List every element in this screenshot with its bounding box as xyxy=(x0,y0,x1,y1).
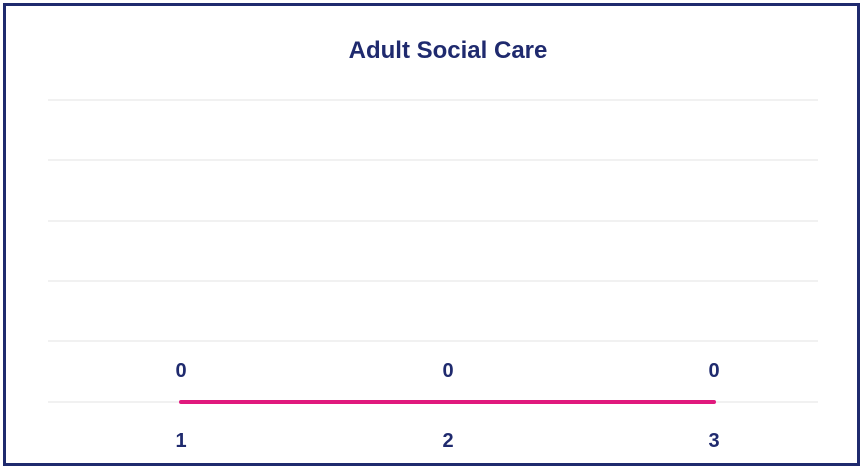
chart-title: Adult Social Care xyxy=(349,37,548,64)
x-tick-label: 3 xyxy=(708,430,719,452)
x-axis-ticks: 1 2 3 xyxy=(175,430,719,452)
data-label: 0 xyxy=(442,360,453,382)
gridlines xyxy=(48,99,818,403)
x-tick-label: 1 xyxy=(175,430,186,452)
data-label: 0 xyxy=(708,360,719,382)
data-label: 0 xyxy=(175,360,186,382)
chart-frame xyxy=(3,3,860,466)
x-tick-label: 2 xyxy=(442,430,453,452)
data-labels: 0 0 0 xyxy=(175,360,719,382)
